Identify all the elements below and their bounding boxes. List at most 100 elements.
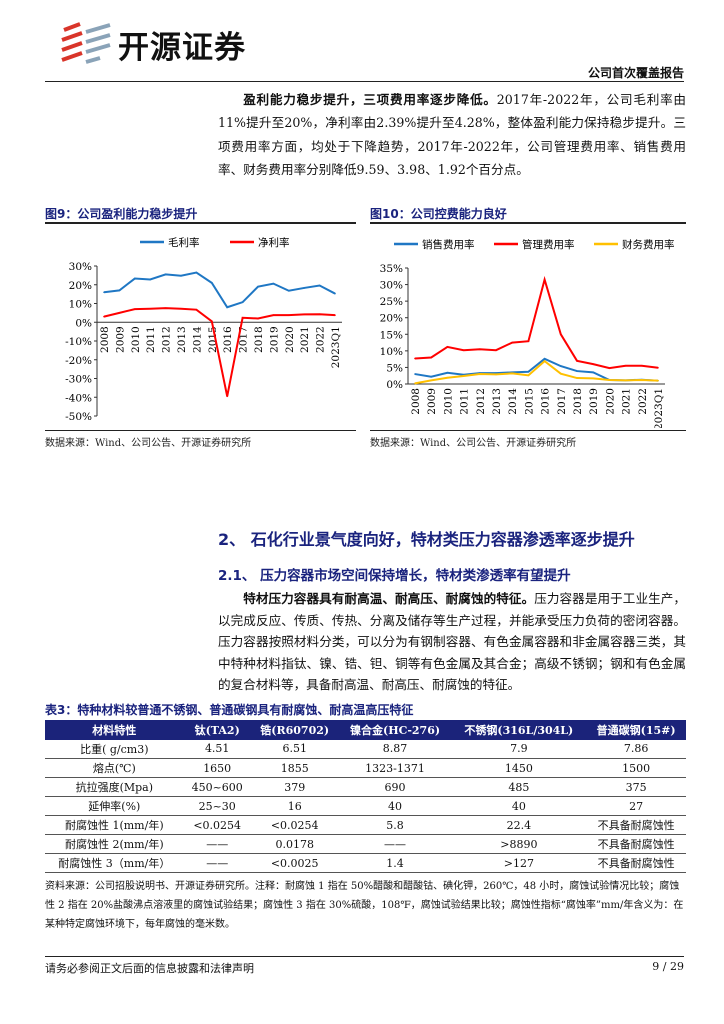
y-tick-label: -40%: [65, 392, 92, 404]
table-cell: 450~600: [183, 777, 251, 797]
lower-content: 特材压力容器具有耐高温、耐高压、耐腐蚀的特征。压力容器是用于工业生产，以完成反应…: [45, 588, 686, 934]
x-tick-label: 2014: [191, 326, 203, 353]
data-point: [543, 278, 546, 281]
x-tick-label: 2016: [222, 326, 234, 353]
x-tick-label: 2009: [426, 388, 438, 415]
table-cell: ——: [183, 834, 251, 854]
data-point: [241, 301, 244, 303]
table-cell: ——: [183, 853, 251, 873]
data-point: [446, 371, 449, 374]
table-cell: 485: [451, 777, 587, 797]
logo-text: 开源证券: [118, 30, 246, 66]
data-point: [334, 314, 336, 316]
table-row: 耐腐蚀性 2(mm/年) —— 0.0178 —— >8890 不具备耐腐蚀性: [45, 834, 686, 854]
data-point: [576, 360, 578, 362]
data-point: [527, 340, 530, 343]
data-point: [414, 357, 416, 360]
table-cell: 16: [250, 796, 339, 816]
data-point: [226, 395, 228, 398]
x-tick-label: 2008: [410, 388, 422, 415]
data-point: [195, 271, 198, 274]
data-point: [149, 307, 151, 310]
table-row: 抗拉强度(Mpa) 450~600 379 690 485 375: [45, 777, 686, 797]
table-cell: 抗拉强度(Mpa): [45, 777, 184, 797]
x-tick-label: 2022: [315, 326, 327, 353]
data-point: [303, 313, 306, 316]
data-point: [511, 372, 513, 375]
x-tick-label: 2015: [207, 326, 219, 353]
data-point: [560, 365, 562, 367]
table-cell: 耐腐蚀性 1(mm/年): [45, 815, 184, 835]
table-cell: 4.51: [183, 739, 251, 759]
y-tick-label: 20%: [69, 280, 92, 292]
data-point: [241, 316, 244, 319]
data-point: [211, 282, 213, 284]
figure9-bottom-rule: [45, 430, 356, 431]
column-header: 镍合金(HC-276): [338, 719, 452, 740]
x-tick-label: 2011: [459, 388, 471, 415]
data-point: [641, 364, 643, 367]
data-point: [495, 373, 497, 376]
figure10-bottom-rule: [370, 430, 686, 431]
table-cell: 22.4: [451, 815, 587, 835]
paragraph-lead: 盈利能力稳步提升，三项费用率逐步降低。: [243, 92, 497, 107]
data-point: [272, 314, 275, 316]
table-cell: 1855: [250, 758, 339, 778]
table-cell: 7.9: [451, 739, 587, 759]
materials-table: 材料特性 钛(TA2) 锆(R60702) 镍合金(HC-276) 不锈钢(316L/3…: [45, 719, 686, 873]
series-line-净利率: [103, 307, 336, 397]
figure10-rule: [370, 222, 686, 224]
data-point: [134, 277, 136, 280]
data-point: [543, 360, 546, 362]
series-line-毛利率: [103, 271, 336, 309]
data-point: [288, 289, 290, 292]
data-point: [543, 358, 546, 360]
x-tick-label: 2013: [491, 388, 503, 415]
column-header: 普通碳钢(15#): [586, 719, 686, 740]
data-point: [318, 284, 321, 287]
x-tick-label: 2015: [523, 388, 535, 415]
report-type: 公司首次覆盖报告: [587, 66, 684, 80]
column-header: 材料特性: [45, 719, 184, 740]
table-cell: <0.0025: [250, 853, 339, 873]
paragraph-body: 压力容器是用于工业生产，以完成反应、传质、传热、分离及储存等生产过程，并能承受压…: [218, 591, 687, 692]
x-tick-label: 2023Q1: [330, 326, 342, 368]
y-tick-label: 0%: [386, 379, 403, 391]
x-tick-label: 2008: [99, 326, 111, 353]
data-point: [511, 341, 513, 344]
x-tick-label: 2012: [475, 388, 487, 415]
table-cell: 5.8: [338, 815, 452, 835]
data-point: [576, 370, 578, 372]
data-point: [334, 292, 336, 295]
table-cell: 1450: [451, 758, 587, 778]
header-divider: [45, 81, 684, 82]
data-point: [103, 315, 105, 318]
table-cell: 25~30: [183, 796, 251, 816]
disclaimer: 请务必参阅正文后面的信息披露和法律声明: [45, 962, 254, 975]
table-cell: 不具备耐腐蚀性: [586, 853, 686, 873]
data-point: [288, 314, 290, 316]
data-point: [592, 377, 594, 380]
data-point: [414, 373, 416, 375]
table-cell: 1500: [586, 758, 686, 778]
data-point: [446, 346, 449, 348]
table-note: 资料来源：公司招股说明书、开源证券研究所。注释：耐腐蚀 1 指在 50%醋酸和醋…: [45, 881, 684, 930]
y-tick-label: 10%: [380, 346, 403, 358]
legend-label: 财务费用率: [622, 238, 675, 251]
data-point: [226, 306, 228, 309]
data-point: [527, 374, 530, 377]
figure9-rule: [45, 222, 356, 224]
x-tick-label: 2019: [588, 388, 600, 415]
data-point: [479, 373, 481, 375]
data-point: [257, 317, 259, 320]
table-cell: 耐腐蚀性 3（mm/年）: [45, 853, 184, 873]
column-header: 锆(R60702): [250, 719, 339, 740]
data-point: [608, 367, 611, 369]
data-point: [560, 333, 562, 336]
legend-label: 管理费用率: [522, 238, 575, 251]
data-point: [560, 372, 562, 375]
data-point: [195, 308, 198, 311]
table-row: 延伸率(%) 25~30 16 40 40 27: [45, 796, 686, 816]
paragraph-pressure-vessels: 特材压力容器具有耐高温、耐高压、耐腐蚀的特征。压力容器是用于工业生产，以完成反应…: [218, 588, 686, 696]
table-cell: 8.87: [338, 739, 452, 759]
